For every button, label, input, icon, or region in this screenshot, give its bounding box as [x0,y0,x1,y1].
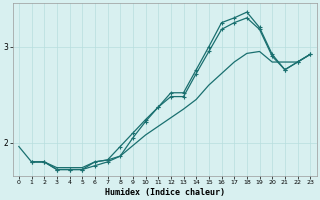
X-axis label: Humidex (Indice chaleur): Humidex (Indice chaleur) [105,188,225,197]
